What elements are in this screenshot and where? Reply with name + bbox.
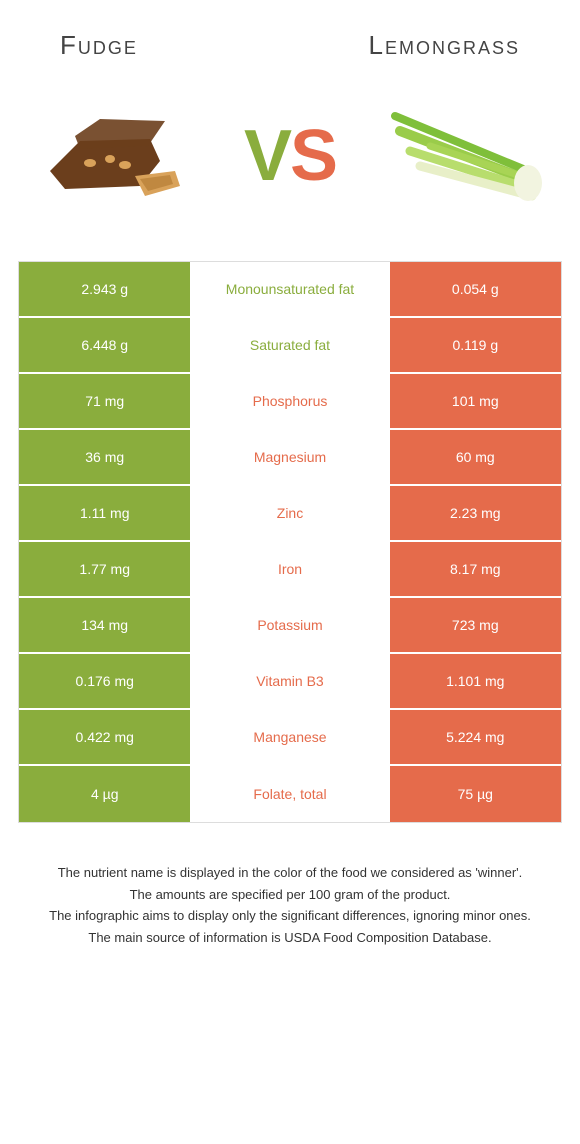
nutrient-label: Zinc: [192, 486, 387, 540]
nutrient-label: Folate, total: [192, 766, 387, 822]
nutrient-label: Saturated fat: [192, 318, 387, 372]
table-row: 1.77 mgIron8.17 mg: [19, 542, 561, 598]
footnotes: The nutrient name is displayed in the co…: [0, 823, 580, 979]
lemongrass-value: 2.23 mg: [388, 486, 561, 540]
lemongrass-value: 723 mg: [388, 598, 561, 652]
vs-s: S: [290, 115, 336, 197]
lemongrass-value: 101 mg: [388, 374, 561, 428]
footnote-line: The amounts are specified per 100 gram o…: [28, 885, 552, 905]
fudge-value: 36 mg: [19, 430, 192, 484]
fudge-value: 2.943 g: [19, 262, 192, 316]
lemongrass-value: 0.054 g: [388, 262, 561, 316]
fudge-value: 1.11 mg: [19, 486, 192, 540]
vs-section: VS: [0, 81, 580, 261]
lemongrass-value: 0.119 g: [388, 318, 561, 372]
footnote-line: The infographic aims to display only the…: [28, 906, 552, 926]
fudge-title: Fudge: [60, 30, 138, 61]
fudge-value: 134 mg: [19, 598, 192, 652]
table-row: 1.11 mgZinc2.23 mg: [19, 486, 561, 542]
vs-v: V: [244, 115, 290, 197]
lemongrass-value: 8.17 mg: [388, 542, 561, 596]
table-row: 134 mgPotassium723 mg: [19, 598, 561, 654]
fudge-value: 6.448 g: [19, 318, 192, 372]
fudge-value: 0.176 mg: [19, 654, 192, 708]
footnote-line: The main source of information is USDA F…: [28, 928, 552, 948]
table-row: 6.448 gSaturated fat0.119 g: [19, 318, 561, 374]
header: Fudge Lemongrass: [0, 0, 580, 81]
vs-label: VS: [244, 115, 336, 197]
nutrient-label: Manganese: [192, 710, 387, 764]
lemongrass-value: 75 µg: [388, 766, 561, 822]
nutrient-table: 2.943 gMonounsaturated fat0.054 g6.448 g…: [18, 261, 562, 823]
table-row: 71 mgPhosphorus101 mg: [19, 374, 561, 430]
nutrient-label: Iron: [192, 542, 387, 596]
lemongrass-image: [380, 101, 550, 211]
nutrient-label: Magnesium: [192, 430, 387, 484]
table-row: 4 µgFolate, total75 µg: [19, 766, 561, 822]
footnote-line: The nutrient name is displayed in the co…: [28, 863, 552, 883]
lemongrass-value: 1.101 mg: [388, 654, 561, 708]
table-row: 36 mgMagnesium60 mg: [19, 430, 561, 486]
table-row: 2.943 gMonounsaturated fat0.054 g: [19, 262, 561, 318]
fudge-value: 71 mg: [19, 374, 192, 428]
table-row: 0.422 mgManganese5.224 mg: [19, 710, 561, 766]
nutrient-label: Phosphorus: [192, 374, 387, 428]
lemongrass-value: 60 mg: [388, 430, 561, 484]
fudge-image: [30, 101, 200, 211]
nutrient-label: Vitamin B3: [192, 654, 387, 708]
table-row: 0.176 mgVitamin B31.101 mg: [19, 654, 561, 710]
lemongrass-value: 5.224 mg: [388, 710, 561, 764]
nutrient-label: Potassium: [192, 598, 387, 652]
nutrient-label: Monounsaturated fat: [192, 262, 387, 316]
fudge-value: 4 µg: [19, 766, 192, 822]
fudge-value: 0.422 mg: [19, 710, 192, 764]
lemongrass-title: Lemongrass: [369, 30, 520, 61]
fudge-value: 1.77 mg: [19, 542, 192, 596]
